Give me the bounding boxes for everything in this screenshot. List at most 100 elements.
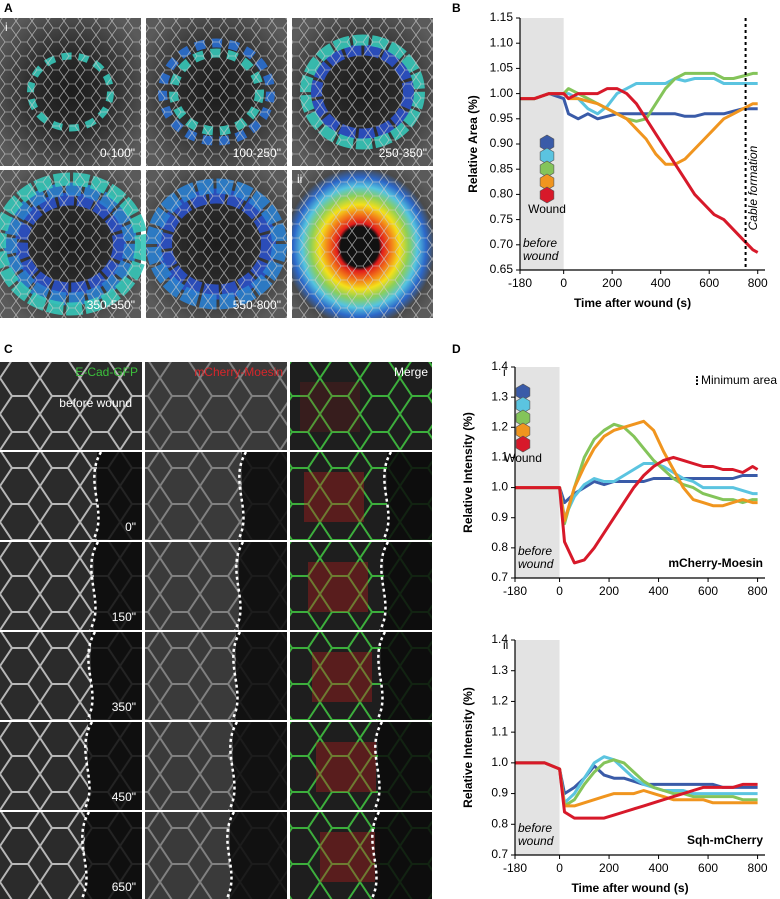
y-tick-label: 1.10 — [490, 35, 514, 49]
wound-edge — [375, 631, 387, 721]
wound-edge — [91, 451, 103, 541]
cable-formation-label: Cable formation — [746, 145, 760, 230]
cell-mesh — [146, 18, 287, 166]
minimum-area-label: Minimum area — [701, 373, 777, 387]
trace-label: mCherry-Moesin — [668, 556, 763, 570]
x-tick-label: 600 — [698, 861, 718, 875]
wound-area — [387, 452, 432, 540]
wound-edge — [82, 721, 94, 811]
time-label: 550-800" — [233, 298, 281, 312]
chart-tag: i — [503, 365, 506, 379]
x-tick-label: -180 — [503, 861, 527, 875]
time-label: 0-100" — [100, 146, 135, 160]
wound-area — [94, 542, 142, 630]
y-tick-label: 1.4 — [491, 359, 508, 373]
x-axis-label: Time after wound (s) — [574, 296, 691, 310]
y-tick-label: 1.05 — [490, 61, 514, 75]
y-tick-label: 0.7 — [491, 847, 508, 861]
wound-area — [233, 722, 287, 810]
x-tick-label: 800 — [748, 584, 768, 598]
trace-label: Sqh-mCherry — [687, 833, 763, 847]
wound-edge — [225, 811, 236, 899]
time-label: 150" — [112, 610, 136, 624]
image-tag: i — [5, 20, 8, 34]
wound-edge — [88, 541, 100, 631]
wound-edge — [230, 631, 242, 721]
cell-mesh — [146, 170, 287, 318]
time-label: before wound — [59, 396, 132, 410]
red-channel — [316, 742, 376, 792]
red-channel — [308, 562, 368, 612]
time-label: 250-350" — [379, 146, 427, 160]
x-tick-label: 0 — [556, 861, 563, 875]
channel-label: Merge — [394, 365, 428, 379]
x-tick-label: 0 — [556, 584, 563, 598]
data-line — [515, 455, 759, 565]
time-label: 100-250" — [233, 146, 281, 160]
chart-tag: ii — [503, 638, 508, 652]
y-tick-label: 0.8 — [491, 816, 508, 830]
y-tick-label: 1.4 — [491, 632, 508, 646]
red-channel — [304, 472, 364, 522]
time-label: 0" — [125, 520, 136, 534]
x-tick-label: 200 — [602, 276, 622, 290]
panel-letter: C — [4, 342, 13, 356]
y-tick-label: 1.3 — [491, 663, 508, 677]
wound-edge — [370, 811, 381, 899]
wound-area — [242, 452, 287, 540]
time-label: 350" — [112, 700, 136, 714]
y-tick-label: 0.7 — [491, 570, 508, 584]
y-axis-label: Relative Intensity (%) — [461, 412, 475, 533]
wound-area — [97, 452, 142, 540]
x-tick-label: 800 — [748, 861, 768, 875]
y-tick-label: 0.8 — [491, 540, 508, 554]
cell-mesh — [290, 362, 432, 450]
legend-label: Wound — [504, 451, 542, 465]
y-tick-label: 1.0 — [491, 755, 508, 769]
data-line — [515, 422, 758, 526]
wound-area — [230, 812, 287, 899]
x-tick-label: 200 — [599, 861, 619, 875]
y-tick-label: 0.9 — [491, 786, 508, 800]
shade-label: before wound — [518, 544, 554, 571]
wound-area — [381, 632, 432, 720]
channel-label: E-Cad-GFP — [75, 365, 138, 379]
x-tick-label: 200 — [599, 584, 619, 598]
channel-label: mCherry-Moesin — [194, 365, 283, 379]
y-tick-label: 0.95 — [490, 111, 514, 125]
panel-letter: D — [452, 342, 461, 356]
wound-area — [88, 722, 142, 810]
y-axis-label: Relative Area (%) — [466, 95, 480, 193]
legend-hexagon — [539, 186, 555, 204]
cell-mesh — [145, 362, 287, 450]
x-tick-label: -180 — [503, 584, 527, 598]
red-channel — [320, 832, 380, 882]
cell-mesh — [292, 18, 433, 166]
red-channel — [300, 382, 360, 432]
x-tick-label: 400 — [649, 861, 669, 875]
cell-mesh — [0, 170, 141, 318]
before-wound-shade — [515, 640, 560, 855]
y-tick-label: 0.90 — [490, 136, 514, 150]
wound-edge — [85, 631, 97, 721]
time-label: 450" — [112, 790, 136, 804]
panel-letter: B — [452, 1, 461, 15]
cell-mesh — [292, 170, 433, 318]
data-line — [520, 87, 759, 254]
wound-edge — [236, 451, 248, 541]
shade-label: before wound — [518, 821, 554, 848]
wound-edge — [381, 451, 393, 541]
x-axis-label: Time after wound (s) — [571, 881, 688, 895]
y-tick-label: 1.2 — [491, 419, 508, 433]
red-channel — [312, 652, 372, 702]
cell-mesh — [0, 362, 142, 450]
wound-area — [91, 632, 142, 720]
y-tick-label: 1.15 — [490, 10, 514, 24]
x-tick-label: 400 — [649, 584, 669, 598]
x-tick-label: 800 — [748, 276, 768, 290]
data-line — [520, 92, 758, 121]
wound-edge — [80, 811, 91, 899]
x-tick-label: 600 — [698, 584, 718, 598]
data-line — [515, 474, 758, 505]
